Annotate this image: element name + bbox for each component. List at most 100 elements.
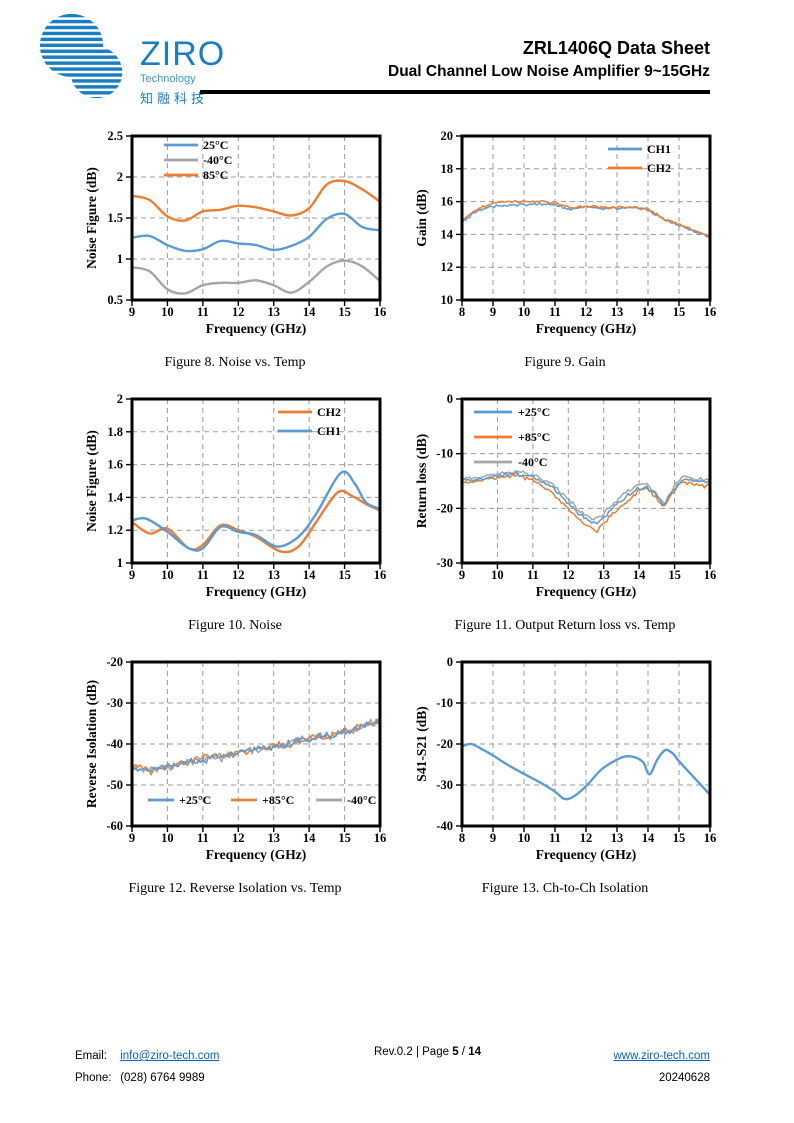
header-rule (200, 90, 710, 94)
figure-9-caption: Figure 9. Gain (524, 355, 606, 370)
footer-meta: www.ziro-tech.com 20240628 (520, 1046, 711, 1090)
svg-text:1.4: 1.4 (107, 490, 123, 504)
svg-text:-50: -50 (106, 778, 123, 792)
svg-text:13: 13 (267, 831, 280, 845)
svg-text:-30: -30 (436, 778, 453, 792)
svg-text:14: 14 (303, 305, 316, 319)
brand-subtitle: Technology (140, 73, 196, 85)
svg-text:1: 1 (117, 252, 123, 266)
svg-text:10: 10 (518, 305, 531, 319)
footer: Email: info@ziro-tech.com Phone: (028) 6… (75, 1046, 710, 1090)
svg-text:1.8: 1.8 (107, 425, 123, 439)
figure-10: 9 10 11 12 13 14 15 16 1 1.2 1.4 1.6 1.8 2 Frequency (… (84, 391, 386, 634)
svg-text:12: 12 (232, 831, 245, 845)
svg-text:10: 10 (518, 831, 531, 845)
svg-text:12: 12 (232, 568, 245, 582)
svg-text:16: 16 (374, 831, 386, 845)
brand-name: ZIRO (140, 35, 226, 73)
page-separator: / (458, 1046, 469, 1058)
svg-text:0.5: 0.5 (107, 293, 123, 307)
svg-text:15: 15 (668, 568, 681, 582)
svg-text:16: 16 (374, 568, 386, 582)
svg-text:16: 16 (441, 195, 454, 209)
svg-text:-20: -20 (436, 501, 453, 515)
svg-text:-40: -40 (436, 819, 453, 833)
svg-text:9: 9 (129, 305, 135, 319)
svg-text:+25°C: +25°C (518, 405, 550, 419)
svg-text:8: 8 (459, 831, 465, 845)
svg-text:Frequency (GHz): Frequency (GHz) (206, 321, 307, 336)
logo: ZIRO Technology 知融科技 (36, 12, 225, 107)
svg-text:11: 11 (197, 305, 209, 319)
svg-text:11: 11 (549, 831, 561, 845)
svg-text:13: 13 (611, 831, 624, 845)
ch-to-ch-isolation-chart: 8 9 10 11 12 13 14 15 16 -40 -30 -20 -10 0 Frequency (… (414, 655, 716, 862)
svg-text:Noise Figure (dB): Noise Figure (dB) (84, 167, 99, 269)
svg-text:85°C: 85°C (203, 168, 228, 182)
svg-text:20: 20 (441, 129, 454, 143)
svg-text:+85°C: +85°C (262, 793, 294, 807)
output-return-loss-chart: 9 10 11 12 13 14 15 16 -30 -20 -10 0 Frequency (GHz)… (414, 392, 716, 599)
svg-text:16: 16 (704, 568, 716, 582)
svg-text:13: 13 (611, 305, 624, 319)
figure-10-caption: Figure 10. Noise (188, 618, 282, 633)
svg-text:10: 10 (161, 831, 174, 845)
svg-text:-10: -10 (436, 696, 453, 710)
svg-text:Gain (dB): Gain (dB) (414, 189, 429, 246)
svg-text:12: 12 (580, 305, 593, 319)
svg-text:Frequency (GHz): Frequency (GHz) (536, 847, 637, 862)
svg-text:10: 10 (161, 305, 174, 319)
svg-text:14: 14 (303, 568, 316, 582)
figure-13-caption: Figure 13. Ch-to-Ch Isolation (481, 881, 649, 896)
svg-text:Noise Figure (dB): Noise Figure (dB) (84, 430, 99, 532)
svg-text:1.6: 1.6 (107, 458, 123, 472)
footer-contact: Email: info@ziro-tech.com Phone: (028) 6… (75, 1046, 335, 1090)
svg-text:14: 14 (633, 568, 646, 582)
phone-number: (028) 6764 9989 (120, 1071, 205, 1084)
svg-text:14: 14 (642, 831, 655, 845)
svg-text:15: 15 (673, 305, 686, 319)
noise-vs-temp-chart: 9 10 11 12 13 14 15 16 0.5 1 1.5 2 2.5 Frequency (GHz… (84, 129, 386, 336)
svg-text:-40°C: -40°C (518, 455, 547, 469)
svg-text:14: 14 (642, 305, 655, 319)
svg-text:16: 16 (704, 831, 716, 845)
svg-text:CH1: CH1 (317, 424, 341, 438)
page-title: ZRL1406Q Data Sheet (522, 38, 710, 58)
email-link[interactable]: info@ziro-tech.com (120, 1050, 220, 1062)
figure-11-caption: Figure 11. Output Return loss vs. Temp (454, 618, 676, 633)
charts-grid: 9 10 11 12 13 14 15 16 0.5 1 1.5 2 2.5 Frequency (GHz… (84, 128, 716, 897)
svg-text:11: 11 (527, 568, 539, 582)
svg-text:9: 9 (490, 305, 496, 319)
revision-text: Rev.0.2 | Page (373, 1046, 453, 1058)
figure-11: 9 10 11 12 13 14 15 16 -30 -20 -10 0 Frequency (GHz)… (414, 391, 716, 634)
figure-9: 8 9 10 11 12 13 14 15 16 10 12 14 16 18 20 Frequency (G… (414, 128, 716, 371)
figure-12: 9 10 11 12 13 14 15 16 -60 -50 -40 -30 -20 Frequency … (84, 654, 386, 897)
svg-text:2: 2 (117, 392, 123, 406)
website-link[interactable]: www.ziro-tech.com (613, 1050, 711, 1062)
svg-text:S41-S21 (dB): S41-S21 (dB) (414, 706, 429, 781)
phone-label: Phone: (75, 1071, 112, 1084)
svg-text:Frequency (GHz): Frequency (GHz) (206, 847, 307, 862)
doc-date: 20240628 (658, 1071, 710, 1084)
svg-text:-20: -20 (436, 737, 453, 751)
svg-text:11: 11 (197, 831, 209, 845)
page-info: Rev.0.2 | Page 5 / 14 (335, 1046, 520, 1090)
svg-text:+25°C: +25°C (179, 793, 211, 807)
svg-text:CH1: CH1 (647, 142, 671, 156)
figure-8-caption: Figure 8. Noise vs. Temp (164, 355, 306, 370)
reverse-isolation-chart: 9 10 11 12 13 14 15 16 -60 -50 -40 -30 -20 Frequency … (84, 655, 386, 862)
header-titles: ZRL1406Q Data Sheet Dual Channel Low Noi… (388, 38, 710, 81)
svg-text:Return loss (dB): Return loss (dB) (414, 434, 429, 529)
svg-text:-20: -20 (106, 655, 123, 669)
svg-text:15: 15 (673, 831, 686, 845)
svg-text:1.5: 1.5 (107, 211, 123, 225)
svg-text:Frequency (GHz): Frequency (GHz) (206, 584, 307, 599)
svg-text:+85°C: +85°C (518, 430, 550, 444)
svg-text:-30: -30 (436, 556, 453, 570)
svg-text:10: 10 (491, 568, 504, 582)
svg-text:9: 9 (129, 831, 135, 845)
figure-8: 9 10 11 12 13 14 15 16 0.5 1 1.5 2 2.5 Frequency (GHz… (84, 128, 386, 371)
brand-chinese-name: 知融科技 (140, 91, 209, 106)
svg-text:18: 18 (441, 162, 454, 176)
